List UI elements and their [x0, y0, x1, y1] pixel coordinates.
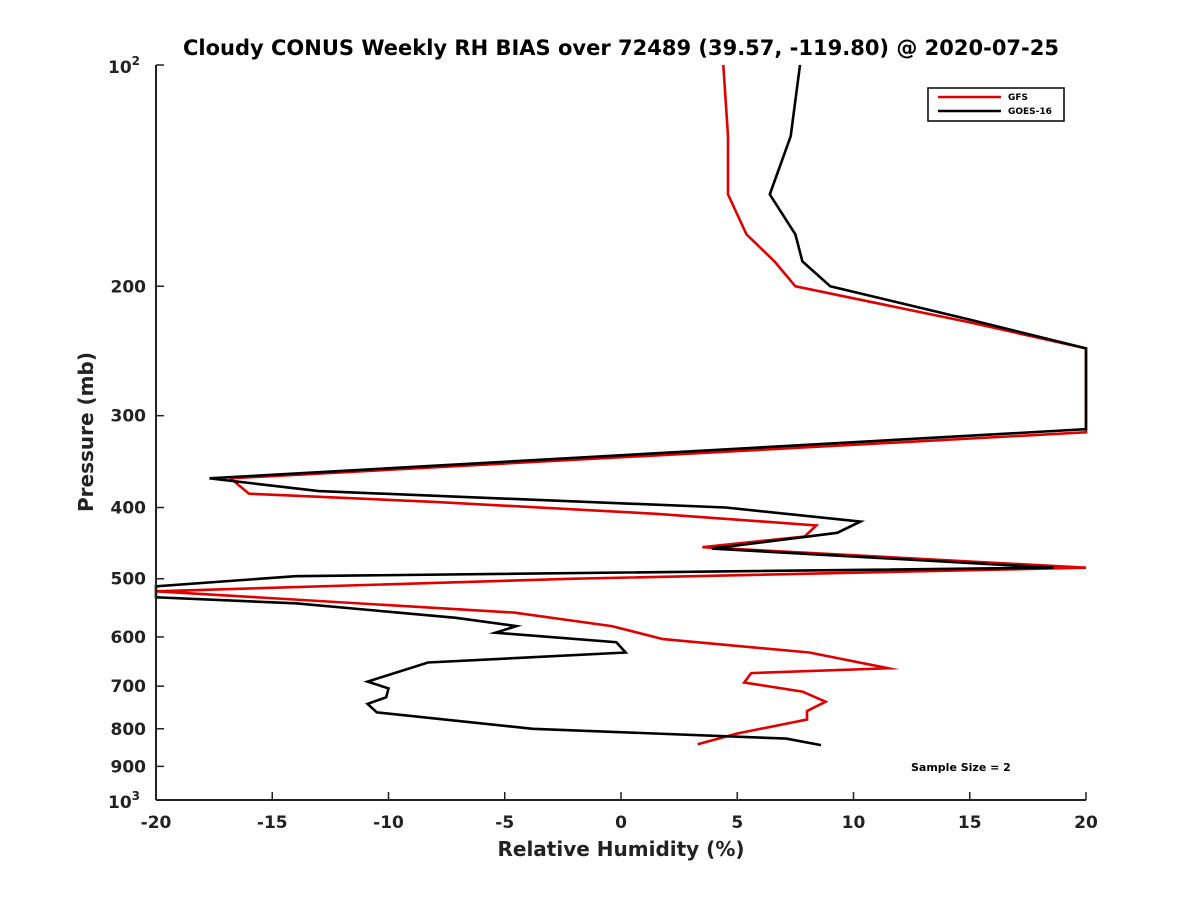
y-tick-label: 800	[111, 720, 147, 740]
y-tick-label: 500	[111, 570, 147, 590]
legend: GFS GOES-16	[927, 87, 1065, 122]
y-tick-label: 700	[111, 677, 147, 697]
y-axis-label: Pressure (mb)	[74, 352, 98, 512]
x-tick-label: 5	[731, 813, 743, 833]
x-tick-label: -10	[373, 813, 404, 833]
x-axis-label: Relative Humidity (%)	[497, 837, 744, 861]
x-tick-label: 0	[615, 813, 627, 833]
chart-title: Cloudy CONUS Weekly RH BIAS over 72489 (…	[183, 36, 1059, 60]
legend-label-goes16: GOES-16	[1008, 107, 1052, 117]
series-layer	[154, 64, 1088, 747]
y-tick-label: 900	[111, 757, 147, 777]
y-tick-label: 400	[111, 499, 147, 519]
x-tick-label: -15	[257, 813, 288, 833]
sample-size-annotation: Sample Size = 2	[911, 761, 1011, 774]
x-tick-label: -20	[141, 813, 172, 833]
y-tick-label: 600	[111, 628, 147, 648]
y-tick-label: 200	[111, 277, 147, 297]
series-line-goes16	[154, 64, 1088, 747]
series-line-gfs	[155, 64, 1088, 746]
x-tick-label: 10	[842, 813, 866, 833]
legend-label-gfs: GFS	[1008, 93, 1028, 103]
y-tick-label: 300	[111, 407, 147, 427]
x-tick-label: -5	[495, 813, 514, 833]
legend-box	[927, 87, 1065, 122]
x-tick-label: 15	[958, 813, 982, 833]
x-tick-label: 20	[1074, 813, 1098, 833]
x-ticks: -20 -15 -10 -5 0 5 10 15 20	[141, 792, 1098, 833]
